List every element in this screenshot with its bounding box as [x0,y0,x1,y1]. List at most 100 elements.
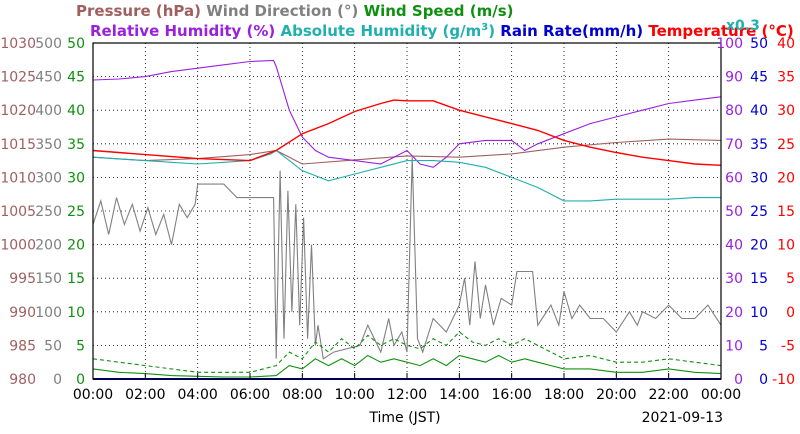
temperature-axis-tick: 40 [777,36,795,52]
wind-speed-axis-tick: 5 [76,338,85,354]
temperature-axis-tick: 25 [777,137,795,153]
wind-direction-axis-tick: 300 [35,170,62,186]
wind-speed-axis-tick: 25 [67,204,85,220]
wind-direction-axis-tick: 250 [35,204,62,220]
series-line [92,331,722,373]
legend-sup: 3 [481,22,488,33]
humidity-axis-tick: 40 [725,238,743,254]
wind-direction-axis-tick: 450 [35,70,62,86]
series-line [92,354,722,378]
wind-speed-axis-tick: 45 [67,70,85,86]
temperature-axis-tick: 15 [777,204,795,220]
legend-item: Temperature (°C) [643,22,794,40]
x-tick-label: 12:00 [387,387,427,403]
rain-axis-tick: 40 [750,103,768,119]
wind-speed-axis-tick: 30 [67,170,85,186]
x-tick-label: 22:00 [648,387,688,403]
pressure-axis-tick: 990 [9,305,36,321]
temperature-axis-tick: 35 [777,70,795,86]
temperature-axis-tick: -10 [772,372,795,388]
wind-speed-axis-tick: 10 [67,305,85,321]
legend-item: Rain Rate(mm/h) [495,22,643,40]
humidity-axis-tick: 60 [725,170,743,186]
x-tick-label: 08:00 [282,387,322,403]
right-axes: 1009080706050403020100504540353025201510… [716,36,795,388]
wind-speed-axis-tick: 15 [67,271,85,287]
temperature-axis-tick: 10 [777,238,795,254]
wind-speed-axis-tick: 35 [67,137,85,153]
date-label: 2021-09-13 [642,410,723,426]
pressure-axis-tick: 1025 [0,70,36,86]
grid [93,43,721,379]
wind-direction-axis-tick: 350 [35,137,62,153]
humidity-axis-tick: 50 [725,204,743,220]
humidity-axis-tick: 70 [725,137,743,153]
humidity-axis-tick: 80 [725,103,743,119]
x-tick-label: 04:00 [177,387,217,403]
pressure-axis-tick: 1020 [0,103,36,119]
pressure-axis-tick: 995 [9,271,36,287]
rain-axis-tick: 30 [750,170,768,186]
legend-item-tail: ) [488,22,495,40]
humidity-axis-tick: 100 [716,36,743,52]
pressure-axis-tick: 1000 [0,238,36,254]
legend-item: Pressure (hPa) [76,2,201,20]
wind-direction-axis-tick: 400 [35,103,62,119]
x-tick-label: 18:00 [544,387,584,403]
x-tick-label: 20:00 [596,387,636,403]
temperature-axis-tick: -5 [781,338,795,354]
humidity-axis-tick: 30 [725,271,743,287]
pressure-axis-tick: 1030 [0,36,36,52]
rain-axis-tick: 35 [750,137,768,153]
legend-row-2: Relative Humidity (%) Absolute Humidity … [90,22,794,40]
left-axes: 1030102510201015101010051000995990985980… [0,36,85,388]
x-tick-label: 02:00 [125,387,165,403]
x-tick-label: 00:00 [73,387,113,403]
series-line [92,157,722,360]
humidity-axis-tick: 10 [725,338,743,354]
humidity-axis-tick: 90 [725,70,743,86]
rain-axis-tick: 0 [759,372,768,388]
legend-item: Wind Direction (°) [201,2,358,20]
x-axis-label: Time (JST) [368,410,440,426]
wind-direction-axis-tick: 100 [35,305,62,321]
wind-direction-axis-tick: 150 [35,271,62,287]
x-axis: 00:00 02:00 04:00 06:00 08:00 10:00 12:00 14:00… [73,373,741,403]
series-line [92,59,722,168]
legend-item: Relative Humidity (%) [90,22,275,40]
pressure-axis-tick: 985 [9,338,36,354]
humidity-axis-tick: 20 [725,305,743,321]
series-line [92,149,721,202]
wind-direction-axis-tick: 0 [53,372,62,388]
temperature-axis-tick: 20 [777,170,795,186]
wind-speed-axis-tick: 50 [67,36,85,52]
wind-speed-axis-tick: 0 [76,372,85,388]
pressure-axis-tick: 980 [9,372,36,388]
legend-item: Wind Speed (m/s) [358,2,513,20]
x-tick-label: 14:00 [439,387,479,403]
legend: Pressure (hPa) Wind Direction (°) Wind S… [76,2,794,40]
x-tick-label: 10:00 [334,387,374,403]
humidity-axis-tick: 0 [734,372,743,388]
rain-axis-tick: 5 [759,338,768,354]
wind-speed-axis-tick: 20 [67,238,85,254]
series-line [92,138,722,165]
pressure-axis-tick: 1005 [0,204,36,220]
wind-direction-axis-tick: 500 [35,36,62,52]
series-line [92,99,722,166]
scale-note: x0.3 [726,18,760,34]
rain-axis-tick: 25 [750,204,768,220]
rain-axis-tick: 15 [750,271,768,287]
temperature-axis-tick: 5 [786,271,795,287]
rain-axis-tick: 50 [750,36,768,52]
pressure-axis-tick: 1015 [0,137,36,153]
x-tick-label: 00:00 [701,387,741,403]
rain-axis-tick: 20 [750,238,768,254]
rain-axis-tick: 10 [750,305,768,321]
legend-item: Absolute Humidity (g/m [275,22,481,40]
wind-direction-axis-tick: 200 [35,238,62,254]
x-tick-label: 16:00 [491,387,531,403]
rain-axis-tick: 45 [750,70,768,86]
temperature-axis-tick: 0 [786,305,795,321]
